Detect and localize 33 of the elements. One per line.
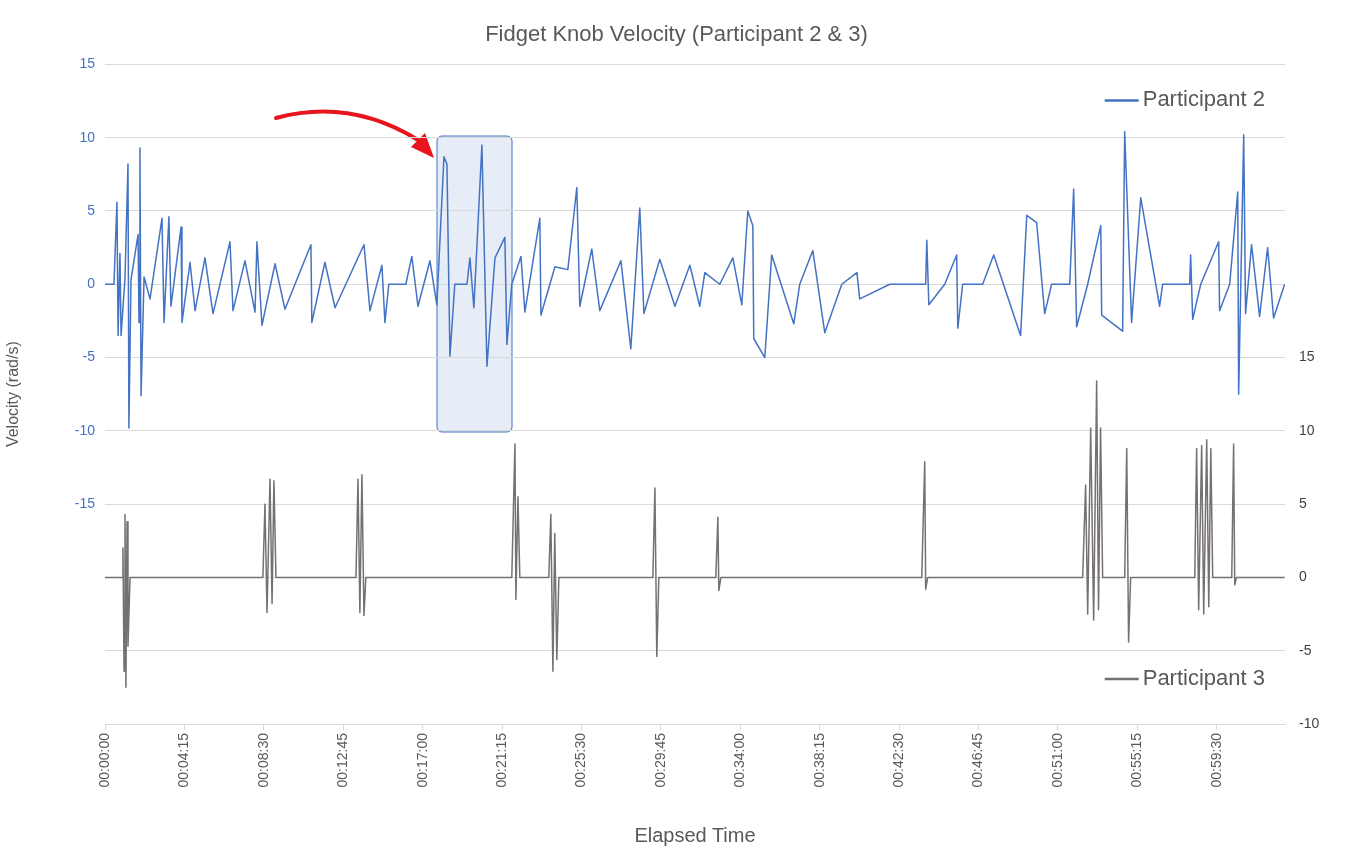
x-tick-label: 00:21:15 xyxy=(492,732,509,788)
x-tick-label: 00:29:45 xyxy=(651,732,668,788)
legend-label: Participant 3 xyxy=(1142,665,1266,691)
x-axis-title: Elapsed Time xyxy=(634,823,756,846)
x-tick-label: 00:42:30 xyxy=(890,732,906,788)
y-tick-label: -15 xyxy=(74,494,96,511)
x-tick-label: 00:59:30 xyxy=(1207,732,1224,788)
y-tick-label: 15 xyxy=(79,55,96,72)
x-tick-label: 00:25:30 xyxy=(572,732,589,788)
chart-title: Fidget Knob Velocity (Participant 2 & 3) xyxy=(485,21,868,47)
y2-tick-label: -10 xyxy=(1299,714,1320,731)
y-tick-label: -10 xyxy=(74,421,96,438)
x-tick-label: 00:55:15 xyxy=(1128,732,1145,788)
x-tick-label: 00:17:00 xyxy=(413,732,430,788)
x-tick-label: 00:51:00 xyxy=(1048,732,1065,788)
x-tick-label: 00:00:00 xyxy=(95,732,112,788)
y2-tick-label: 5 xyxy=(1299,494,1307,511)
y2-tick-label: -5 xyxy=(1299,641,1312,658)
y2-tick-label: 15 xyxy=(1299,348,1315,365)
y-tick-label: 5 xyxy=(87,201,96,218)
x-tick-label: 00:34:00 xyxy=(731,732,748,788)
x-tick-label: 00:04:15 xyxy=(175,732,192,788)
x-tick-label: 00:38:15 xyxy=(810,732,827,788)
y-tick-label: 10 xyxy=(79,128,96,145)
y-tick-label: -5 xyxy=(82,348,96,365)
y-tick-label: 0 xyxy=(87,275,96,292)
legend-label: Participant 2 xyxy=(1142,86,1266,112)
y-axis-title: Velocity (rad/s) xyxy=(4,341,22,448)
x-tick-label: 00:12:45 xyxy=(334,732,351,788)
x-tick-label: 00:46:45 xyxy=(969,732,986,788)
y2-tick-label: 10 xyxy=(1299,421,1315,438)
x-tick-label: 00:08:30 xyxy=(254,732,271,788)
y2-tick-label: 0 xyxy=(1299,568,1307,585)
